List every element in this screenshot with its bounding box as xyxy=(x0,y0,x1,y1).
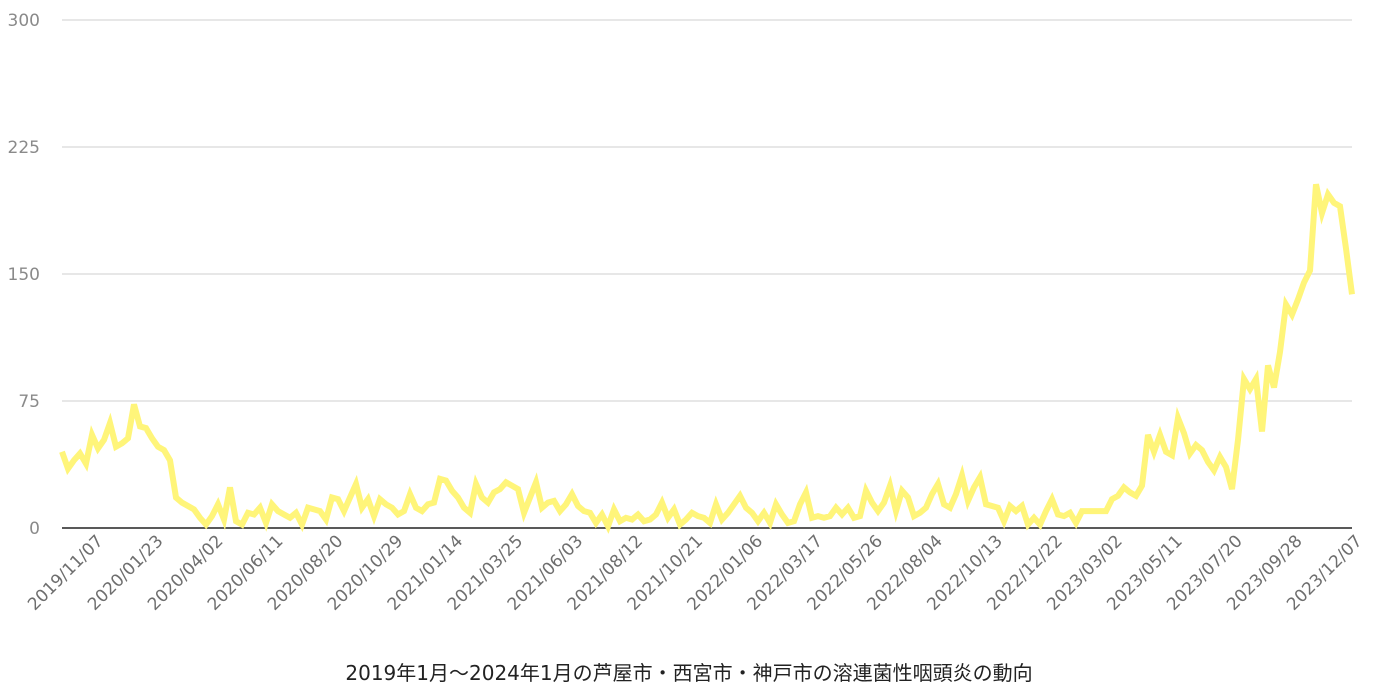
y-tick-label: 0 xyxy=(29,519,40,539)
series-layer xyxy=(59,183,1355,534)
y-tick-label: 225 xyxy=(8,138,40,158)
y-axis-ticks: 0 75 150 225 300 xyxy=(8,11,40,539)
y-tick-label: 75 xyxy=(18,392,40,412)
y-tick-label: 300 xyxy=(8,11,40,31)
chart-caption: 2019年1月〜2024年1月の芦屋市・西宮市・神戸市の溶連菌性咽頭炎の動向 xyxy=(345,661,1033,685)
gridlines xyxy=(62,19,1352,402)
x-axis-ticks: 2019/11/072020/01/232020/04/022020/06/11… xyxy=(24,531,1366,614)
series-line xyxy=(59,183,1355,534)
y-tick-label: 150 xyxy=(8,265,40,285)
